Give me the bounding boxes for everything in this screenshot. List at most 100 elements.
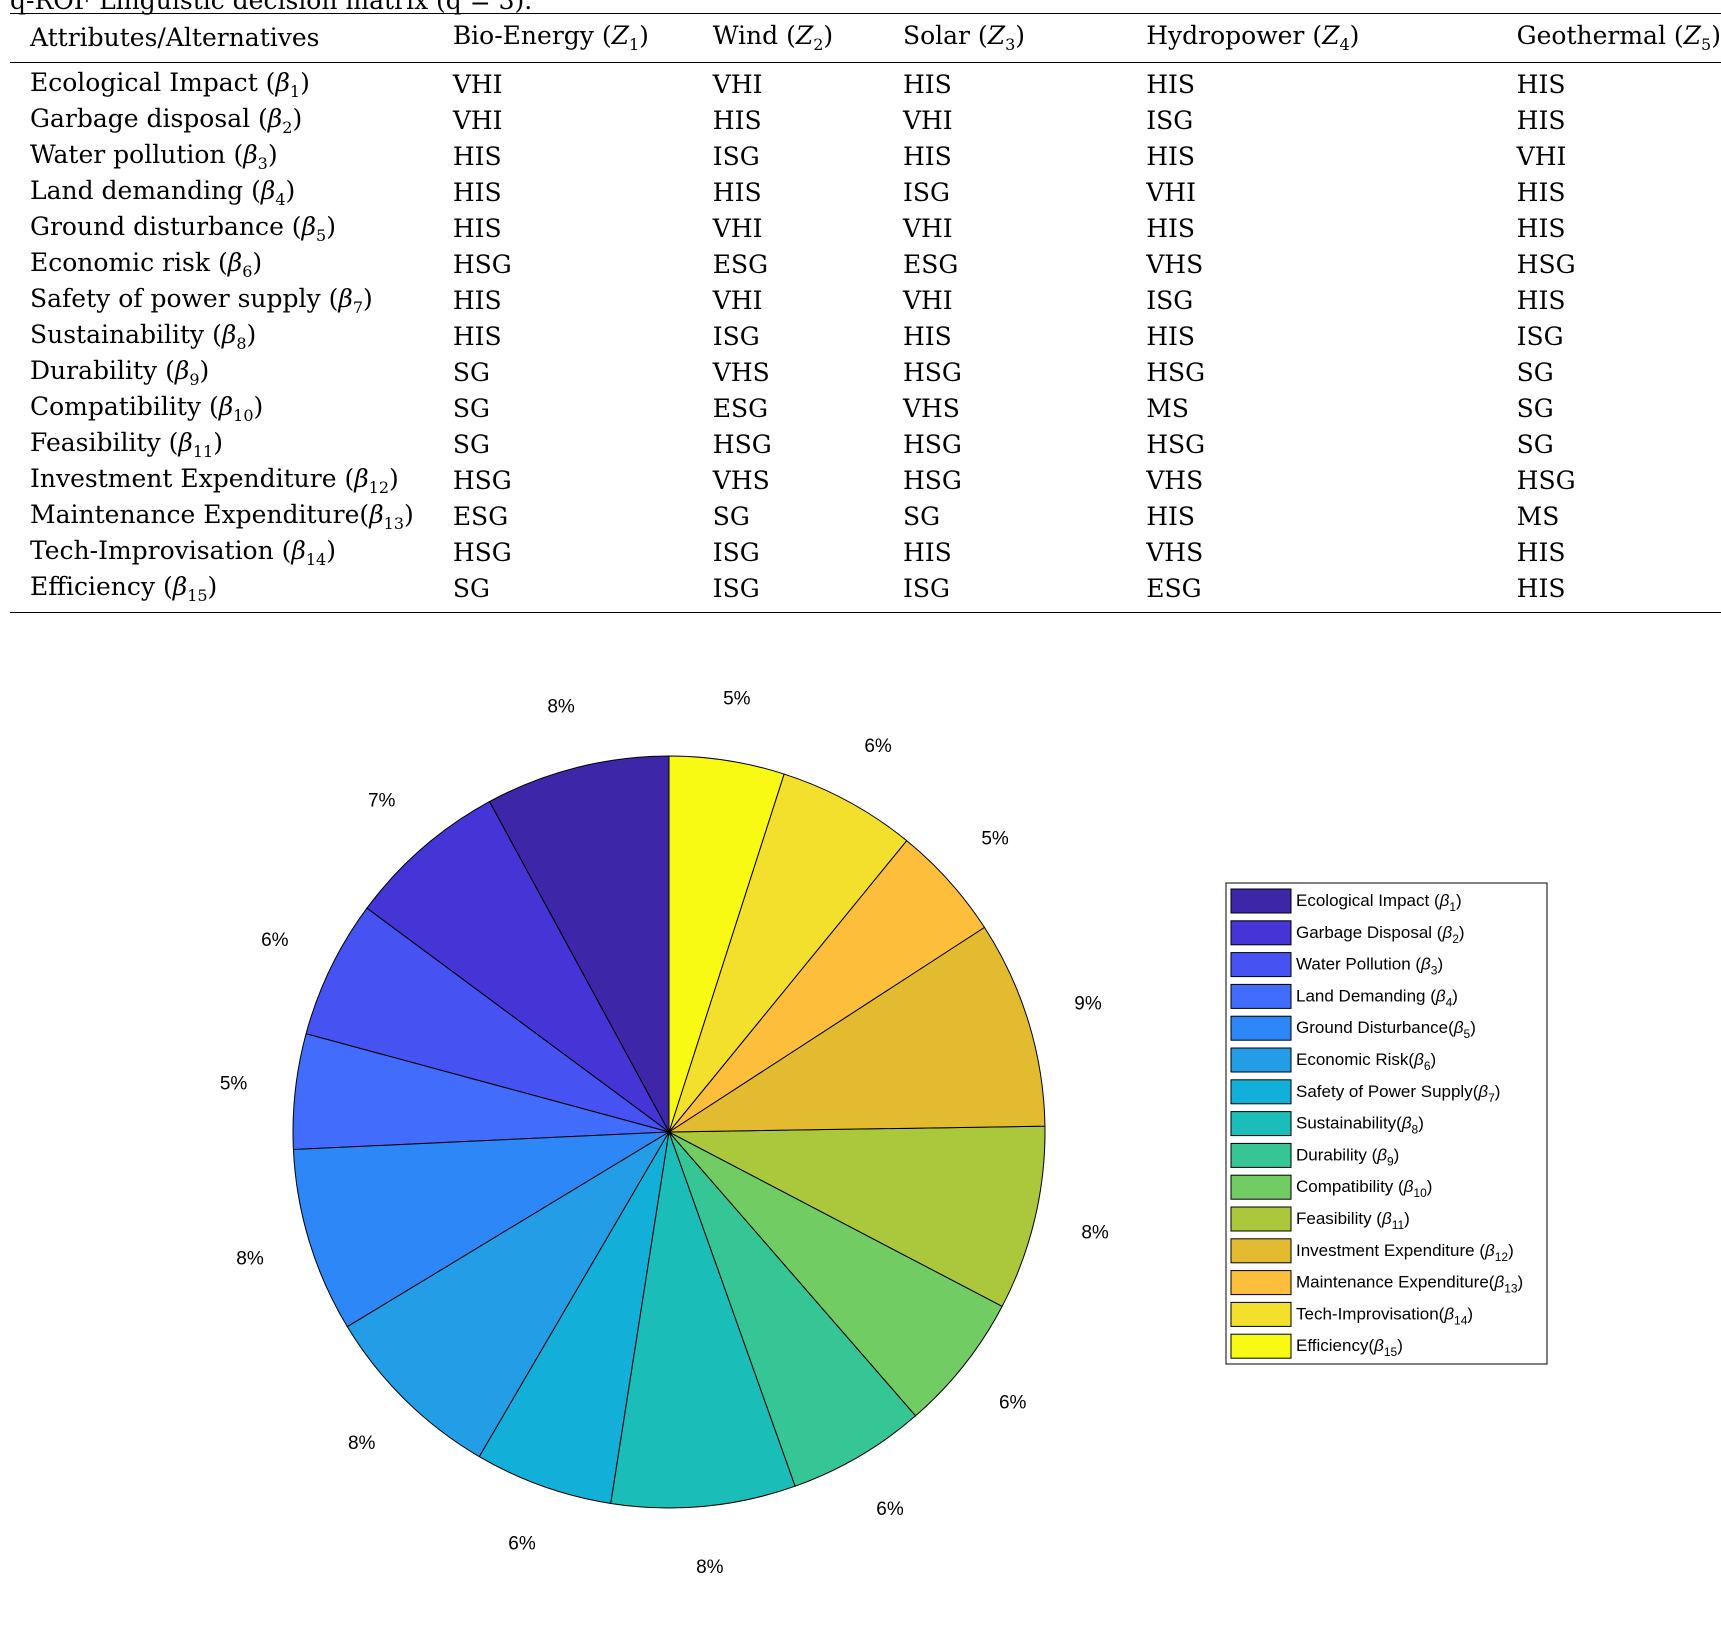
legend-entry: Durability (β9)	[1296, 1145, 1399, 1168]
table-value-cell: ISG	[1516, 321, 1564, 351]
pie-slice	[668, 1125, 1046, 1308]
legend-entry: Maintenance Expenditure(β13)	[1296, 1273, 1523, 1296]
table-header-alternative: Bio-Energy (Z1)	[452, 21, 649, 54]
table-value-cell: SG	[452, 429, 490, 459]
table-value-cell: HSG	[452, 465, 512, 495]
table-value-cell: HSG	[902, 429, 962, 459]
table-value-cell: HIS	[1516, 177, 1566, 207]
table-value-cell: VHI	[902, 105, 953, 135]
table-value-cell: VHI	[1146, 177, 1196, 207]
table-value-cell: HIS	[1146, 69, 1196, 99]
table-value-cell: VHS	[1146, 249, 1204, 279]
table-value-cell: VHI	[902, 213, 953, 243]
table-value-cell: VHS	[712, 357, 770, 387]
table-value-cell: HIS	[902, 537, 952, 567]
table-value-cell: HIS	[1146, 501, 1196, 531]
table-value-cell: HIS	[1516, 69, 1566, 99]
legend-swatch	[1230, 1142, 1292, 1168]
table-bottom-rule	[10, 612, 1721, 613]
table-attribute-cell: Sustainability (β8)	[30, 319, 257, 353]
table-value-cell: HIS	[1516, 213, 1566, 243]
table-value-cell: HIS	[712, 177, 762, 207]
table-value-cell: ISG	[1146, 285, 1194, 315]
table-top-rule	[10, 13, 1721, 14]
table-value-cell: HIS	[902, 141, 952, 171]
pie-slice	[668, 755, 785, 1133]
pie-percent-label: 6%	[999, 1393, 1027, 1414]
table-row: Water pollution (β3) HIS ISG HIS HIS VHI	[10, 138, 1721, 174]
table-value-cell: ISG	[712, 537, 760, 567]
pie-percent-label: 7%	[368, 790, 396, 811]
pie-slice	[478, 1131, 670, 1505]
table-value-cell: HIS	[452, 285, 502, 315]
table-attribute-cell: Water pollution (β3)	[30, 139, 278, 173]
table-row: Maintenance Expenditure(β13) ESG SG SG HIS MS	[10, 498, 1721, 534]
legend-entry: Investment Expenditure (β12)	[1296, 1241, 1514, 1264]
legend-entry: Ecological Impact (β1)	[1296, 891, 1462, 914]
table-value-cell: ISG	[712, 141, 760, 171]
legend-swatch	[1230, 983, 1292, 1009]
table-value-cell: HIS	[1516, 285, 1566, 315]
legend-entry: Compatibility (β10)	[1296, 1177, 1432, 1200]
table-header-alternative: Wind (Z2)	[712, 21, 834, 54]
table-row: Ground disturbance (β5) HIS VHI VHI HIS HIS	[10, 210, 1721, 246]
table-value-cell: HIS	[452, 213, 502, 243]
table-attribute-cell: Efficiency (β15)	[30, 571, 218, 605]
legend-swatch	[1230, 1333, 1292, 1359]
table-attribute-cell: Tech-Improvisation (β14)	[30, 535, 336, 569]
legend-swatch	[1230, 1301, 1292, 1327]
pie-slice	[488, 755, 670, 1133]
table-value-cell: VHS	[902, 393, 960, 423]
table-value-cell: ESG	[1146, 573, 1202, 603]
table-value-cell: HSG	[902, 465, 962, 495]
table-value-cell: HIS	[1146, 321, 1196, 351]
table-value-cell: SG	[902, 501, 941, 531]
pie-percent-label: 8%	[1081, 1222, 1109, 1243]
table-attribute-cell: Garbage disposal (β2)	[30, 103, 303, 137]
pie-percent-label: 8%	[547, 697, 575, 718]
table-value-cell: HIS	[452, 141, 502, 171]
legend-entry: Economic Risk(β6)	[1296, 1050, 1436, 1073]
table-value-cell: VHI	[712, 285, 763, 315]
table-header-alternative: Solar (Z3)	[902, 21, 1026, 54]
table-value-cell: SG	[452, 357, 490, 387]
pie-percent-label: 6%	[261, 930, 289, 951]
table-value-cell: HIS	[452, 177, 502, 207]
table-value-cell: HSG	[1516, 249, 1576, 279]
legend-swatch	[1230, 1270, 1292, 1296]
pie-percent-label: 6%	[876, 1499, 904, 1520]
pie-chart-svg: 8% 7% 6% 5% 8% 8% 6% 8% 6% 6% 8% 9% 5% 6% 5% Ecologica…	[220, 688, 1548, 1578]
table-value-cell: HSG	[1146, 357, 1206, 387]
legend-swatch	[1230, 920, 1292, 946]
pie-slice	[366, 800, 670, 1133]
table-row: Tech-Improvisation (β14) HSG ISG HIS VHS HIS	[10, 534, 1721, 570]
table-header-rule	[10, 62, 1721, 63]
pie-slice	[668, 1131, 917, 1487]
legend-entry: Ground Disturbance(β5)	[1296, 1018, 1476, 1041]
table-value-cell: HIS	[902, 321, 952, 351]
table-value-cell: ISG	[712, 321, 760, 351]
pie-slice	[305, 907, 670, 1133]
table-value-cell: HIS	[1516, 537, 1566, 567]
table-row: Ecological Impact (β1) VHI VHI HIS HIS HIS	[10, 62, 1721, 102]
pie-percent-label: 6%	[508, 1534, 536, 1555]
table-attribute-cell: Safety of power supply (β7)	[30, 283, 373, 317]
table-value-cell: VHI	[452, 105, 503, 135]
table-value-cell: HSG	[1516, 465, 1576, 495]
pie-percent-label: 5%	[220, 1073, 248, 1094]
table-caption: q-ROF Linguistic decision matrix (q = 3)…	[10, 0, 533, 15]
legend-entry: Land Demanding (β4)	[1296, 986, 1458, 1009]
table-value-cell: VHI	[712, 69, 763, 99]
table-value-cell: ISG	[902, 177, 950, 207]
table-value-cell: HSG	[452, 537, 512, 567]
table-attribute-cell: Compatibility (β10)	[30, 391, 264, 425]
pie-slice	[668, 1131, 1003, 1417]
table-row: Sustainability (β8) HIS ISG HIS HIS ISG	[10, 318, 1721, 354]
table-value-cell: VHS	[1146, 537, 1204, 567]
table-header-alternative: Hydropower (Z4)	[1146, 21, 1360, 54]
pie-slice	[292, 1131, 670, 1328]
table-value-cell: HSG	[1146, 429, 1206, 459]
table-value-cell: SG	[1516, 429, 1554, 459]
table-value-cell: VHS	[1146, 465, 1204, 495]
table-attribute-cell: Land demanding (β4)	[30, 175, 296, 209]
